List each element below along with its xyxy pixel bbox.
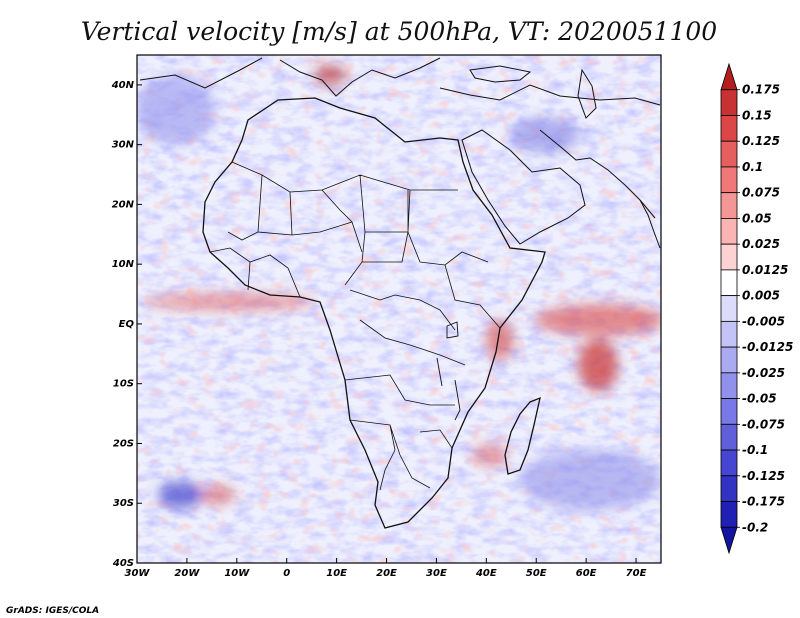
arabian-downdraft (510, 117, 580, 153)
colorbar-label: -0.05 (742, 392, 777, 406)
colorbar-label: -0.005 (742, 314, 785, 328)
europe-coastline (139, 57, 661, 106)
madagascar-coastline (504, 396, 541, 475)
colorbar-label: 0.025 (742, 237, 780, 251)
x-tick-label: 20E (376, 568, 397, 579)
colorbar-label: 0.0125 (742, 263, 788, 277)
y-tick-label: 20S (113, 438, 134, 449)
colorbar-swatch (720, 320, 738, 348)
lakes (436, 321, 461, 421)
y-tick-label: 20N (112, 199, 135, 210)
south-atlantic-updraft (200, 486, 236, 504)
x-tick-label: 60E (576, 568, 597, 579)
colorbar-swatch (720, 243, 738, 271)
x-tick-label: 70E (626, 568, 647, 579)
mozambique-channel-updraft (472, 443, 508, 467)
colorbar-label: 0.005 (742, 289, 780, 303)
y-tick-label: EQ (119, 319, 135, 330)
colorbar-label: 0.15 (742, 108, 772, 122)
colorbar-swatch (720, 449, 738, 477)
colorbar-label: -0.0125 (742, 340, 793, 354)
north-atlantic-downdraft (137, 75, 215, 145)
colorbar-swatch (720, 423, 738, 451)
grads-credit: GrADS: IGES/COLA (6, 606, 99, 616)
colorbar-label: 0.075 (742, 186, 780, 200)
colorbar-swatch (720, 192, 738, 219)
velocity-anomalies (137, 65, 661, 510)
y-tick-label: 30N (112, 140, 135, 151)
y-tick-label: 10S (113, 379, 134, 390)
south-indian-downdraft (520, 450, 660, 510)
x-tick-label: 10W (224, 568, 250, 579)
india-coastline (639, 199, 661, 249)
x-tick-label: 50E (526, 568, 547, 579)
colorbar-label: 0.1 (742, 160, 763, 174)
x-tick-label: 0 (283, 568, 290, 579)
colorbar-swatch (720, 526, 738, 555)
itcz-updraft-band-east (535, 304, 661, 336)
colorbar-swatch (720, 346, 738, 374)
colorbar-swatch (720, 269, 738, 297)
colorbar-swatch (720, 62, 738, 91)
map-plot-area (137, 55, 661, 563)
colorbar-label: -0.2 (742, 520, 768, 534)
south-atlantic-downdraft (158, 481, 202, 509)
itcz-updraft-band-west (145, 293, 315, 311)
x-tick-label: 40E (475, 568, 497, 579)
colorbar-swatch (720, 501, 738, 528)
colorbar-label: -0.1 (742, 443, 768, 457)
colorbar-label: 0.175 (742, 83, 780, 97)
chart-title: Vertical velocity [m/s] at 500hPa, VT: 2… (81, 17, 717, 46)
colorbar-swatch (720, 398, 738, 425)
east-africa-updraft (486, 320, 514, 360)
coastlines-and-borders (139, 57, 661, 529)
colorbar: 0.175 0.15 0.125 0.1 0.075 0.05 0.025 0.0125 0.0… (720, 62, 793, 555)
colorbar-swatch (720, 372, 738, 399)
arabian-peninsula-coastline (461, 129, 586, 245)
x-tick-label: 30E (426, 568, 447, 579)
country-borders (209, 161, 501, 491)
indian-ocean-updraft (578, 339, 618, 391)
x-tick-label: 10E (326, 568, 347, 579)
y-axis-ticks: 40S 30S 20S 10S EQ 10N 20N 30N 40N (111, 80, 142, 569)
colorbar-swatch (720, 89, 738, 116)
colorbar-swatch (720, 218, 738, 245)
colorbar-swatch (720, 115, 738, 142)
persian-gulf-coastline (539, 129, 656, 219)
colorbar-swatch (720, 166, 738, 194)
colorbar-label: -0.025 (742, 366, 785, 380)
y-tick-label: 40N (111, 80, 135, 91)
caspian-black-sea-coastline (469, 65, 597, 119)
colorbar-swatch (720, 475, 738, 502)
africa-coastline (202, 97, 546, 529)
colorbar-swatch (720, 140, 738, 168)
mediterranean-updraft (314, 65, 346, 85)
colorbar-label: 0.05 (742, 211, 772, 225)
colorbar-swatch (720, 295, 738, 322)
colorbar-label: 0.125 (742, 134, 780, 148)
map-frame (136, 54, 662, 564)
y-tick-label: 10N (112, 259, 135, 270)
y-tick-label: 30S (113, 498, 134, 509)
y-tick-label: 40S (112, 558, 134, 569)
colorbar-label: -0.125 (742, 469, 785, 483)
x-axis-ticks: 30W 20W 10W 0 10E 20E 30E 40E 50E 60E 70E (125, 558, 647, 579)
colorbar-label: -0.175 (742, 495, 785, 509)
x-tick-label: 20W (174, 568, 200, 579)
x-tick-label: 30W (125, 568, 151, 579)
colorbar-label: -0.075 (742, 417, 785, 431)
